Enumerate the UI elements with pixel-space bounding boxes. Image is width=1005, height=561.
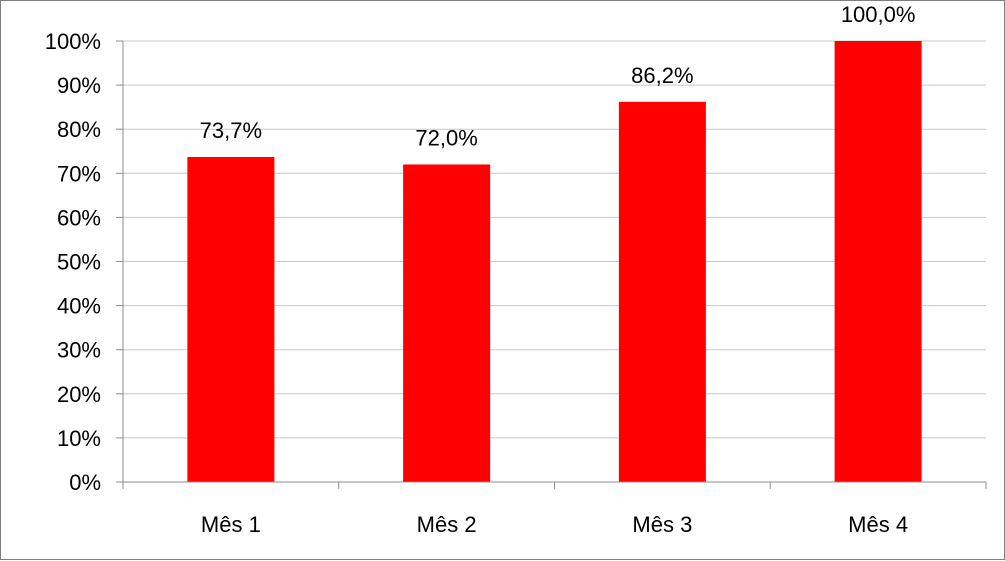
y-tick-label: 50% xyxy=(57,250,101,275)
data-label: 72,0% xyxy=(415,125,477,150)
y-tick-label: 60% xyxy=(57,205,101,230)
y-tick-label: 10% xyxy=(57,426,101,451)
x-tick-label: Mês 4 xyxy=(848,512,908,537)
data-label: 100,0% xyxy=(841,2,916,27)
x-tick-label: Mês 3 xyxy=(632,512,692,537)
x-tick-labels: Mês 1 Mês 2 Mês 3 Mês 4 xyxy=(201,512,908,537)
bar xyxy=(187,156,275,482)
data-labels: 73,7% 72,0% 86,2% 100,0% xyxy=(200,2,916,150)
y-tick-label: 80% xyxy=(57,117,101,142)
y-tick-labels: 0% 10% 20% 30% 40% 50% 60% 70% 80% 90% 100% xyxy=(45,29,101,495)
bars xyxy=(187,41,922,483)
x-tick-label: Mês 1 xyxy=(201,512,261,537)
y-tick-label: 20% xyxy=(57,382,101,407)
bar xyxy=(618,101,706,482)
x-tick-label: Mês 2 xyxy=(417,512,477,537)
y-tick-label: 0% xyxy=(69,470,101,495)
y-tick-label: 100% xyxy=(45,29,101,54)
y-tick-label: 70% xyxy=(57,161,101,186)
bar xyxy=(834,41,922,482)
y-tick-label: 30% xyxy=(57,338,101,363)
data-label: 73,7% xyxy=(200,118,262,143)
data-label: 86,2% xyxy=(631,63,693,88)
axes xyxy=(116,40,987,489)
y-tick-label: 40% xyxy=(57,294,101,319)
y-tick-label: 90% xyxy=(57,73,101,98)
bar xyxy=(403,164,491,483)
